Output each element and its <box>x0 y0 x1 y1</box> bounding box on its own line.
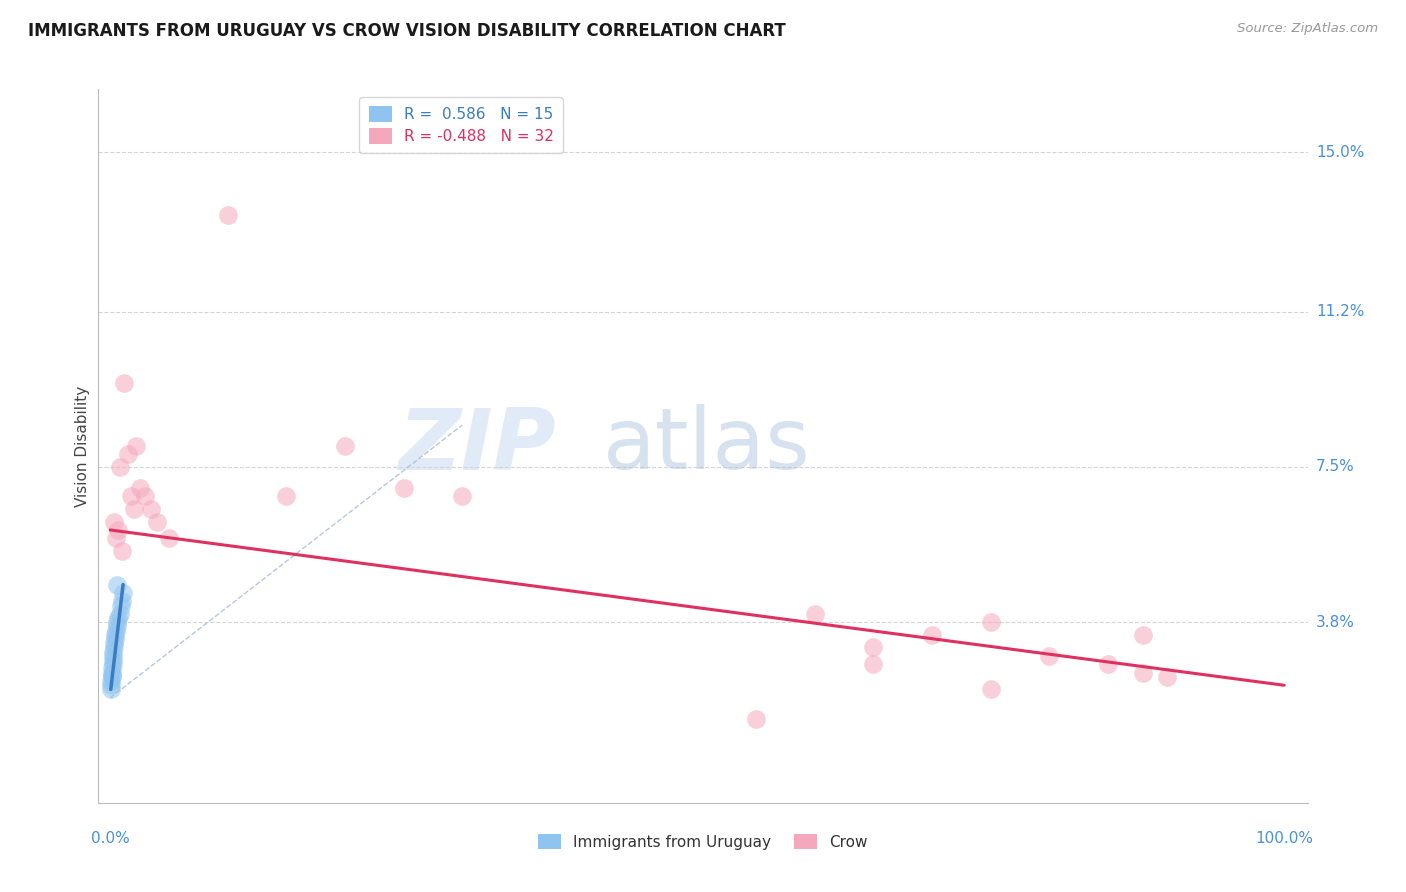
Point <box>451 489 474 503</box>
Point <box>108 460 131 475</box>
Point <box>120 489 142 503</box>
Point <box>803 607 825 621</box>
Point <box>105 532 128 546</box>
Text: ZIP: ZIP <box>399 404 557 488</box>
Point <box>101 661 124 675</box>
Point <box>104 628 127 642</box>
Point <box>100 678 122 692</box>
Text: Source: ZipAtlas.com: Source: ZipAtlas.com <box>1237 22 1378 36</box>
Text: 11.2%: 11.2% <box>1316 304 1364 319</box>
Text: 3.8%: 3.8% <box>1316 615 1355 630</box>
Y-axis label: Vision Disability: Vision Disability <box>75 385 90 507</box>
Text: 100.0%: 100.0% <box>1256 830 1313 846</box>
Point <box>134 489 156 503</box>
Point <box>111 544 134 558</box>
Point <box>103 515 125 529</box>
Point <box>112 586 135 600</box>
Point <box>392 481 415 495</box>
Point <box>107 611 129 625</box>
Point <box>141 502 163 516</box>
Point <box>128 481 150 495</box>
Point <box>100 670 122 684</box>
Point <box>117 447 139 461</box>
Point <box>157 532 180 546</box>
Point <box>105 619 128 633</box>
Point <box>100 682 122 697</box>
Point <box>745 712 768 726</box>
Text: IMMIGRANTS FROM URUGUAY VS CROW VISION DISABILITY CORRELATION CHART: IMMIGRANTS FROM URUGUAY VS CROW VISION D… <box>28 22 786 40</box>
Point <box>146 515 169 529</box>
Point <box>862 657 884 672</box>
Point <box>100 674 122 689</box>
Point <box>980 682 1002 697</box>
Point <box>101 657 124 672</box>
Point <box>1132 665 1154 680</box>
Point <box>103 636 125 650</box>
Point <box>980 615 1002 630</box>
Point <box>103 645 125 659</box>
Point <box>125 439 148 453</box>
Point <box>333 439 356 453</box>
Point <box>112 376 135 390</box>
Point <box>100 667 122 681</box>
Point <box>104 632 127 646</box>
Point <box>1132 628 1154 642</box>
Point <box>101 648 124 663</box>
Point <box>111 594 134 608</box>
Point <box>103 640 125 655</box>
Point <box>101 653 124 667</box>
Point <box>276 489 298 503</box>
Legend: Immigrants from Uruguay, Crow: Immigrants from Uruguay, Crow <box>531 828 875 855</box>
Point <box>122 502 145 516</box>
Point <box>105 624 128 638</box>
Point <box>107 523 129 537</box>
Point <box>110 599 132 613</box>
Text: 7.5%: 7.5% <box>1316 459 1354 475</box>
Text: atlas: atlas <box>603 404 811 488</box>
Point <box>105 577 128 591</box>
Point <box>1038 648 1060 663</box>
Point <box>105 615 128 630</box>
Point <box>101 665 124 680</box>
Point <box>1097 657 1119 672</box>
Text: 15.0%: 15.0% <box>1316 145 1364 160</box>
Point <box>108 607 131 621</box>
Point <box>217 208 239 222</box>
Point <box>1156 670 1178 684</box>
Text: 0.0%: 0.0% <box>91 830 129 846</box>
Point <box>921 628 943 642</box>
Point <box>862 640 884 655</box>
